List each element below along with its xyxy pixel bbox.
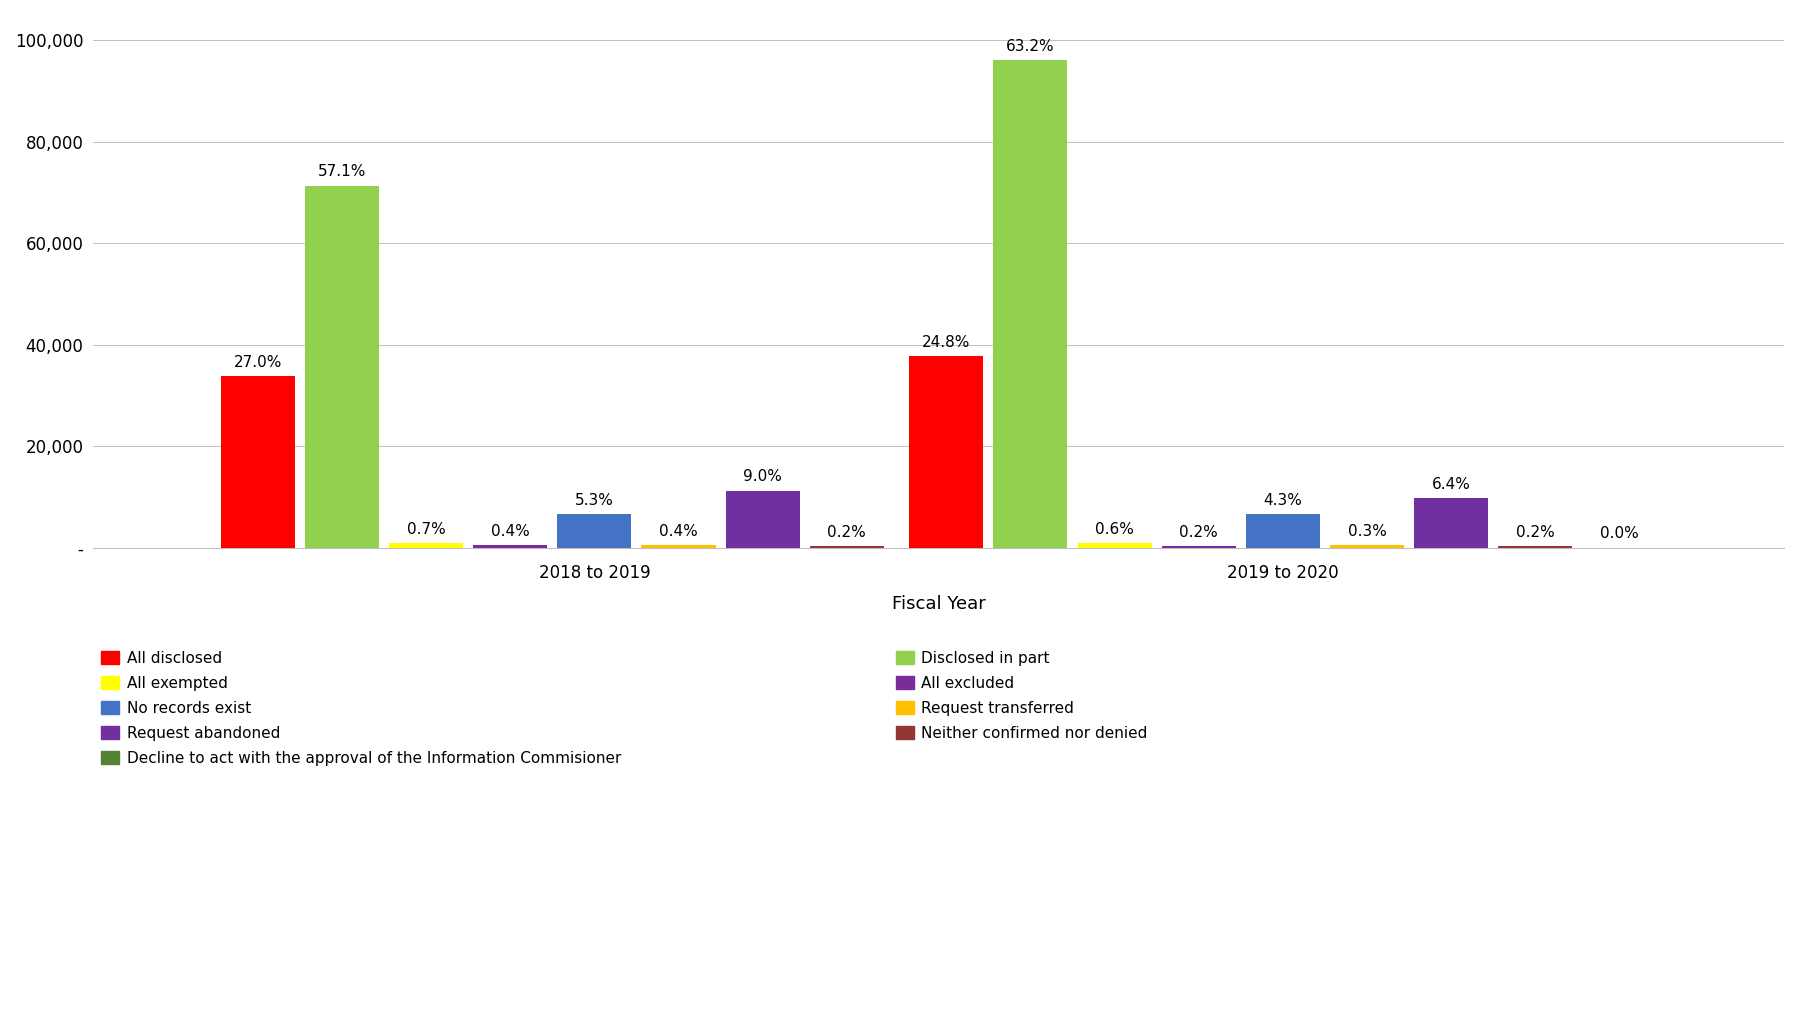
Text: 0.2%: 0.2% — [1179, 525, 1217, 540]
Text: 27.0%: 27.0% — [234, 355, 282, 370]
Text: 0.6%: 0.6% — [1095, 522, 1133, 537]
Bar — [557, 513, 631, 547]
Text: 57.1%: 57.1% — [318, 165, 365, 179]
Text: 5.3%: 5.3% — [575, 493, 613, 508]
Bar — [1162, 546, 1235, 547]
Bar — [304, 185, 379, 547]
Text: 4.3%: 4.3% — [1262, 493, 1302, 508]
Text: 0.0%: 0.0% — [1598, 527, 1638, 541]
Bar — [992, 60, 1066, 547]
Text: 0.4%: 0.4% — [491, 524, 529, 539]
Bar — [388, 543, 462, 547]
Bar — [1329, 545, 1402, 547]
Text: 6.4%: 6.4% — [1431, 477, 1469, 492]
Text: 0.7%: 0.7% — [406, 522, 446, 537]
Bar — [1246, 514, 1320, 547]
Bar — [221, 377, 295, 547]
Text: 24.8%: 24.8% — [922, 335, 969, 350]
Bar — [908, 356, 984, 547]
Bar — [809, 546, 883, 547]
X-axis label: Fiscal Year: Fiscal Year — [892, 596, 985, 613]
Bar — [642, 545, 716, 547]
Text: 0.2%: 0.2% — [1516, 525, 1553, 540]
Bar — [725, 491, 800, 547]
Text: 0.2%: 0.2% — [827, 525, 865, 540]
Legend: Disclosed in part, All excluded, Request transferred, Neither confirmed nor deni: Disclosed in part, All excluded, Request… — [895, 651, 1147, 741]
Text: 63.2%: 63.2% — [1005, 39, 1054, 54]
Text: 0.3%: 0.3% — [1347, 524, 1386, 539]
Bar — [1413, 498, 1487, 547]
Bar — [1077, 543, 1151, 547]
Bar — [1498, 546, 1571, 547]
Bar — [473, 545, 547, 547]
Text: 0.4%: 0.4% — [658, 524, 698, 539]
Text: 9.0%: 9.0% — [743, 469, 782, 485]
